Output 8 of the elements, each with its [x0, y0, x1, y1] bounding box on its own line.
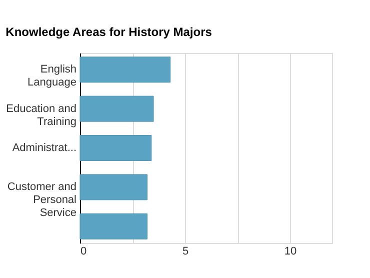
x-tick-label: 10: [284, 246, 297, 258]
x-tick-label: 5: [182, 246, 189, 258]
y-tick-label: Administrat...: [12, 142, 76, 154]
y-tick-label: Customer and Personal Service: [7, 181, 76, 220]
chart-title: Knowledge Areas for History Majors: [6, 25, 212, 39]
y-tick-label: English Language: [28, 64, 76, 89]
y-tick-label: Education and Training: [6, 102, 76, 128]
x-tick-label: 0: [80, 246, 87, 258]
